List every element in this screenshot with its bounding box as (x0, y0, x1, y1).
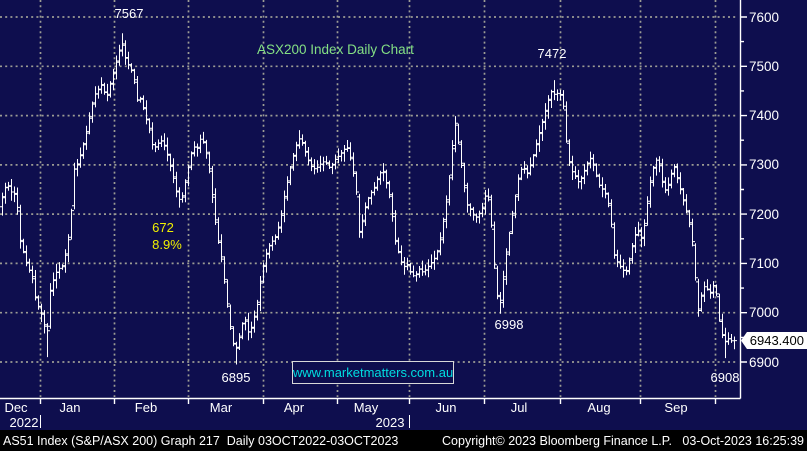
x-axis-month-label: Mar (209, 400, 233, 415)
y-axis-label: 7100 (749, 255, 780, 271)
chart-annotation: 6895 (221, 370, 251, 385)
x-axis-month-label: Apr (283, 400, 305, 415)
marketmatters-link-text[interactable]: www.marketmatters.com.au (292, 365, 454, 380)
chart-annotation: 7472 (537, 46, 567, 61)
status-bar-right: Copyright© 2023 Bloomberg Finance L.P. 0… (442, 433, 804, 448)
price-bars (0, 33, 737, 365)
x-axis-month-label: Sep (664, 400, 688, 415)
chart-annotation: 6908 (710, 370, 740, 385)
chart-annotation: 8.9% (152, 237, 182, 252)
chart-title: ASX200 Index Daily Chart (257, 42, 414, 57)
x-axis-month-label: Jul (510, 400, 528, 415)
y-axis-label: 7000 (749, 305, 780, 321)
status-bar: AS51 Index (S&P/ASX 200) Graph 217 Daily… (0, 430, 807, 451)
x-axis-year-label: 2022 (9, 415, 39, 430)
year-separator-tick (409, 415, 410, 428)
marketmatters-link[interactable]: www.marketmatters.com.au (292, 361, 454, 384)
last-price-value: 6943.400 (749, 333, 804, 348)
y-axis-label: 7200 (749, 206, 780, 222)
y-axis-label: 7300 (749, 157, 780, 173)
x-axis-month-label: Aug (587, 400, 611, 415)
y-axis-label: 7600 (749, 9, 780, 25)
axis-frame (0, 0, 747, 404)
chart-annotation: 6998 (494, 317, 524, 332)
x-axis-month-label: Jan (59, 400, 81, 415)
chart-annotation: 672 (152, 220, 174, 235)
x-axis-month-label: May (353, 400, 379, 415)
x-axis-month-label: Jun (435, 400, 457, 415)
y-axis-label: 7400 (749, 108, 780, 124)
status-bar-left: AS51 Index (S&P/ASX 200) Graph 217 Daily… (3, 433, 399, 448)
last-price-badge: 6943.400 (741, 332, 807, 349)
y-axis-label: 7500 (749, 58, 780, 74)
x-axis-year-label: 2023 (375, 415, 405, 430)
x-axis-month-label: Feb (134, 400, 158, 415)
x-axis-month-label: Dec (4, 400, 28, 415)
gridlines (0, 0, 738, 397)
chart-annotation: 7567 (114, 6, 144, 21)
y-axis-label: 6900 (749, 354, 780, 370)
year-separator-tick (40, 415, 41, 428)
